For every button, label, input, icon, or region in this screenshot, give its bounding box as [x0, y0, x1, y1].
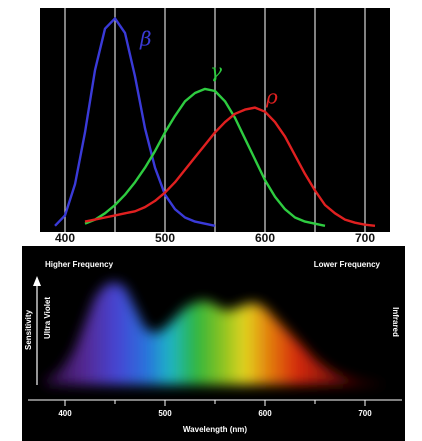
annotation: Infrared [391, 307, 400, 337]
x-tick-label: 600 [258, 409, 272, 418]
x-tick-label: 700 [358, 409, 372, 418]
annotation: Ultra Violet [43, 297, 52, 339]
line [84, 106, 376, 227]
annotation: Lower Frequency [314, 260, 381, 269]
series-label: β [139, 27, 152, 51]
x-tick-label: 600 [255, 231, 275, 245]
x-tick-label: 700 [355, 231, 375, 245]
x-tick-label: 400 [55, 231, 75, 245]
x-tick-label: 400 [58, 409, 72, 418]
line [84, 87, 326, 227]
annotation: Higher Frequency [45, 260, 114, 269]
x-tick-label: 500 [158, 409, 172, 418]
x-tick-label: 500 [155, 231, 175, 245]
line [54, 17, 216, 227]
series-label: ρ [265, 85, 278, 109]
series-label: γ [210, 59, 222, 83]
spectrum-area [45, 282, 385, 385]
top-chart: 400 500 600 700 β γ ρ [54, 8, 376, 245]
arrow-head [33, 276, 41, 286]
y-axis-label: Sensitivity [24, 309, 33, 350]
bottom-chart: Higher Frequency Lower Frequency Sensiti… [24, 260, 402, 434]
x-axis-label: Wavelength (nm) [183, 425, 247, 434]
